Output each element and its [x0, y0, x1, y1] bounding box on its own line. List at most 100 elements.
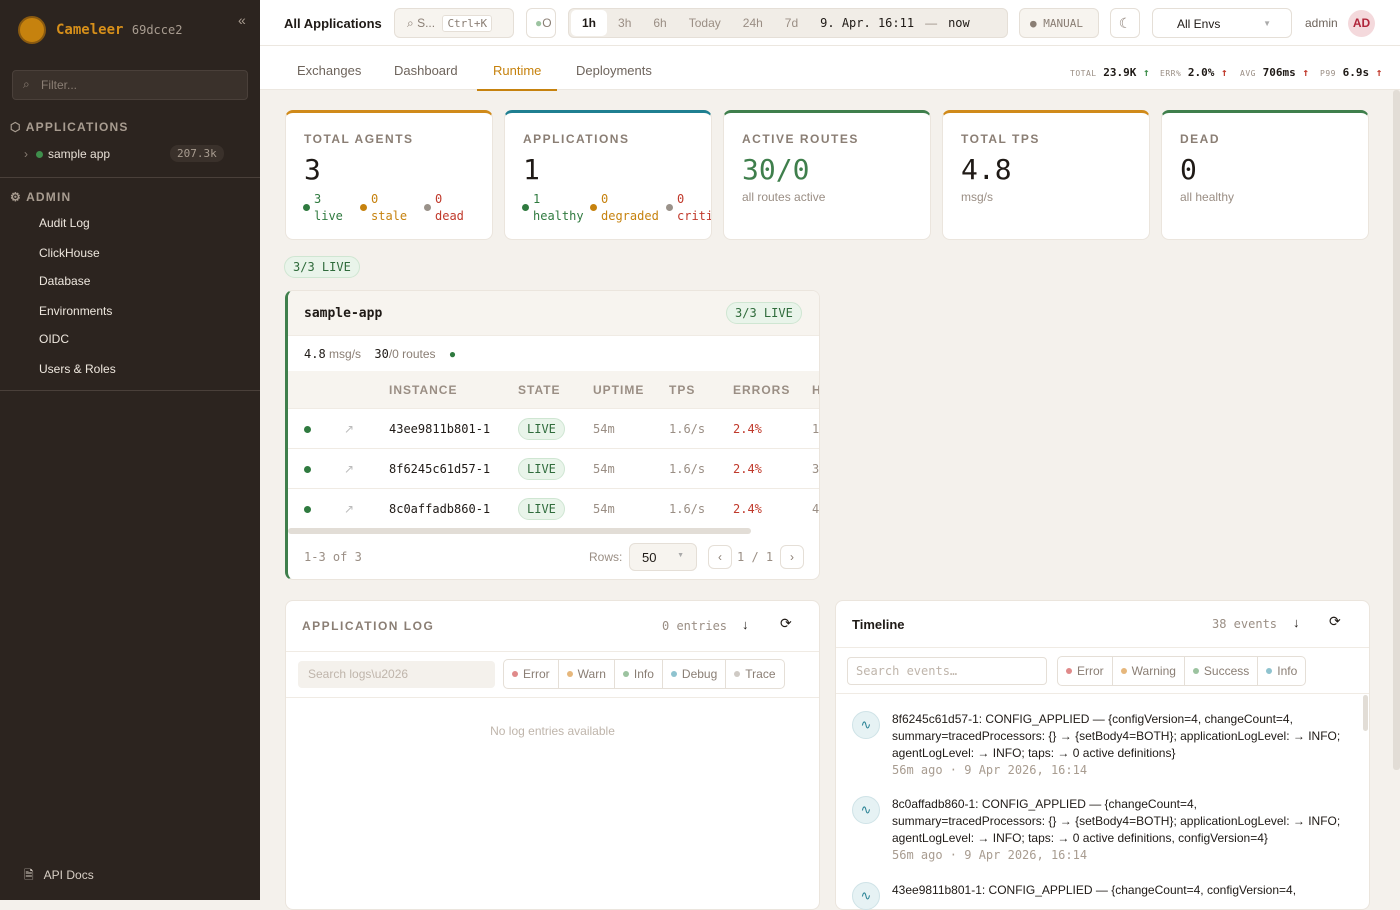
- arrow-up-icon: ↑: [1302, 66, 1309, 79]
- sidebar-item-clickhouse[interactable]: ClickHouse: [39, 246, 100, 260]
- external-link-icon[interactable]: ↗: [344, 502, 355, 516]
- prev-page-button[interactable]: ‹: [708, 545, 732, 569]
- kpi-value: 6.9s: [1342, 66, 1370, 79]
- card-title: TOTAL AGENTS: [304, 132, 414, 146]
- scrollbar[interactable]: [1363, 695, 1368, 731]
- refresh-icon[interactable]: ⟳: [780, 615, 792, 631]
- card-value: 3: [304, 153, 321, 186]
- breakdown-live: 3 live: [303, 191, 343, 225]
- range-24h[interactable]: 24h: [742, 16, 763, 30]
- col-instance[interactable]: INSTANCE: [389, 383, 458, 397]
- card-sub: all healthy: [1180, 190, 1235, 204]
- filter-error[interactable]: Error: [504, 660, 559, 688]
- rows-per-page-select[interactable]: 50 ▼: [629, 543, 697, 571]
- tab-deployments[interactable]: Deployments: [576, 63, 652, 78]
- range-6h[interactable]: 6h: [653, 16, 667, 30]
- api-docs-link[interactable]: 🗎 API Docs: [24, 866, 94, 887]
- cube-icon: ⬡: [10, 120, 22, 134]
- sidebar-app-sample-app[interactable]: › sample app 207.3k: [24, 145, 234, 162]
- kpi-total: TOTAL 23.9K ↑: [1070, 66, 1150, 79]
- avatar[interactable]: AD: [1348, 10, 1375, 37]
- filter-warning[interactable]: Warning: [1113, 657, 1185, 685]
- status-button[interactable]: ●O: [526, 8, 556, 38]
- instance-id[interactable]: 8f6245c61d57-1: [389, 462, 491, 476]
- filter-debug[interactable]: Debug: [663, 660, 727, 688]
- sidebar-item-audit-log[interactable]: Audit Log: [39, 216, 90, 230]
- sidebar-item-users-roles[interactable]: Users & Roles: [39, 362, 116, 376]
- refresh-icon[interactable]: ⟳: [1329, 613, 1341, 629]
- filter-placeholder: Filter...: [41, 78, 78, 92]
- arrow-down-icon[interactable]: ↓: [742, 617, 749, 632]
- col-h[interactable]: H: [812, 383, 819, 397]
- arrow-down-icon[interactable]: ↓: [1293, 615, 1300, 630]
- card-value: 30/0: [742, 153, 810, 186]
- range-7d[interactable]: 7d: [784, 16, 799, 30]
- col-tps[interactable]: TPS: [669, 383, 696, 397]
- filter-trace[interactable]: Trace: [726, 660, 783, 688]
- moon-icon[interactable]: ☾: [1110, 8, 1140, 38]
- external-link-icon[interactable]: ↗: [344, 422, 355, 436]
- col-errors[interactable]: ERRORS: [733, 383, 791, 397]
- app-name: sample app: [48, 147, 111, 161]
- sidebar-item-database[interactable]: Database: [39, 274, 91, 288]
- card-title: ACTIVE ROUTES: [742, 132, 859, 146]
- kpi-value: 706ms: [1262, 66, 1296, 79]
- manual-refresh-toggle[interactable]: ● MANUAL: [1019, 8, 1099, 38]
- status-dot: [304, 426, 311, 433]
- filter-info[interactable]: Info: [1258, 657, 1305, 685]
- horizontal-scrollbar[interactable]: [288, 528, 751, 534]
- col-state[interactable]: STATE: [518, 383, 561, 397]
- tab-runtime[interactable]: Runtime: [477, 63, 558, 91]
- environment-select[interactable]: All Envs ▼: [1152, 8, 1292, 38]
- external-link-icon[interactable]: ↗: [344, 462, 355, 476]
- table-row[interactable]: ↗ 8c0affadb860-1 LIVE 54m 1.6/s 2.4% 4: [288, 488, 819, 528]
- brand: Cameleer 69dcce2: [56, 22, 182, 38]
- app-name[interactable]: sample-app: [304, 306, 383, 321]
- card-total-agents: TOTAL AGENTS 3 3 live 0 stale 0 dead: [285, 110, 493, 240]
- sidebar-item-environments[interactable]: Environments: [39, 304, 113, 318]
- tab-exchanges[interactable]: Exchanges: [297, 63, 362, 78]
- arrow-up-icon: ↑: [1221, 66, 1228, 79]
- collapse-sidebar-button[interactable]: «: [238, 12, 246, 28]
- col-uptime[interactable]: UPTIME: [593, 383, 645, 397]
- state-badge: LIVE: [518, 498, 565, 520]
- next-page-button[interactable]: ›: [780, 545, 804, 569]
- admin-section[interactable]: ⚙ ADMIN: [10, 190, 71, 204]
- version: 69dcce2: [131, 23, 183, 37]
- filter-input[interactable]: ⌕ Filter...: [12, 70, 248, 100]
- range-start[interactable]: 9. Apr. 16:11: [820, 16, 915, 30]
- timeline-panel: Timeline 38 events ↓ ⟳ Search events… Er…: [835, 600, 1370, 910]
- event-time: 56m ago · 9 Apr 2026, 16:14: [892, 763, 1088, 777]
- range-1h[interactable]: 1h: [571, 10, 608, 36]
- event-time: 56m ago · 9 Apr 2026, 16:14: [892, 848, 1088, 862]
- arrow-up-icon: ↑: [1375, 66, 1383, 79]
- filter-warn[interactable]: Warn: [559, 660, 615, 688]
- shortcut-hint: Ctrl+K: [442, 15, 493, 32]
- filter-info[interactable]: Info: [615, 660, 663, 688]
- instance-id[interactable]: 8c0affadb860-1: [389, 502, 491, 516]
- range-today[interactable]: Today: [688, 16, 721, 30]
- range-3h[interactable]: 3h: [618, 16, 632, 30]
- status-dot: [304, 466, 311, 473]
- search-button[interactable]: ⌕ S... Ctrl+K: [394, 8, 514, 38]
- page-scrollbar[interactable]: [1393, 90, 1400, 770]
- tab-dashboard[interactable]: Dashboard: [394, 63, 458, 78]
- table-row[interactable]: ↗ 43ee9811b801-1 LIVE 54m 1.6/s 2.4% 1: [288, 408, 819, 448]
- applications-section[interactable]: ⬡ APPLICATIONS: [10, 120, 129, 134]
- search-label: S...: [417, 16, 436, 30]
- filter-success[interactable]: Success: [1185, 657, 1259, 685]
- sidebar-item-oidc[interactable]: OIDC: [39, 332, 69, 346]
- activity-icon: ∿: [852, 711, 880, 739]
- card-value: 4.8: [961, 153, 1012, 186]
- table-row[interactable]: ↗ 8f6245c61d57-1 LIVE 54m 1.6/s 2.4% 3: [288, 448, 819, 488]
- instance-id[interactable]: 43ee9811b801-1: [389, 422, 491, 436]
- filter-error[interactable]: Error: [1058, 657, 1113, 685]
- log-search-input[interactable]: Search logs\u2026: [298, 661, 495, 688]
- manual-label: MANUAL: [1043, 17, 1083, 30]
- log-level-filter: Error Warn Info Debug Trace: [503, 659, 785, 689]
- table-header: [288, 371, 819, 409]
- live-badge: 3/3 LIVE: [284, 256, 360, 278]
- range-end[interactable]: now: [948, 16, 970, 30]
- card-title: TOTAL TPS: [961, 132, 1040, 146]
- event-search-input[interactable]: Search events…: [847, 657, 1047, 685]
